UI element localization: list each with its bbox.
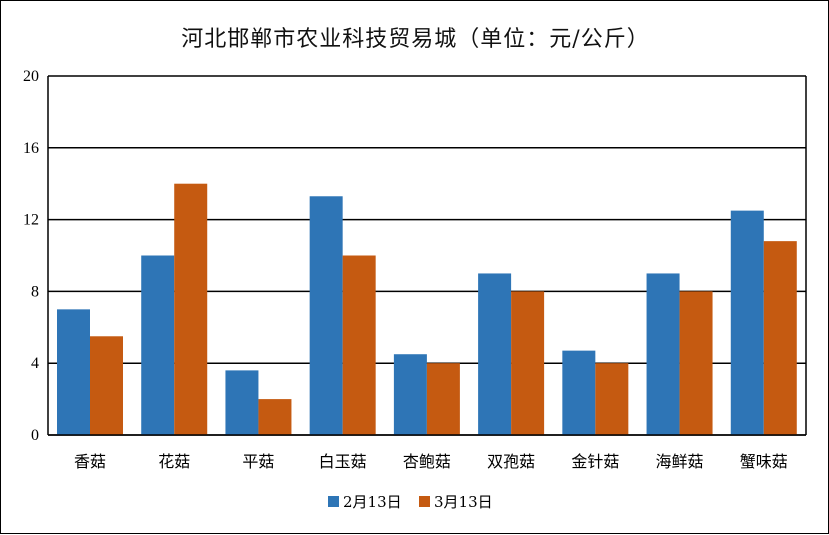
bar-1-杏鲍菇 [393,354,427,435]
x-category-label: 香菇 [74,452,106,471]
x-category-label: 双孢菇 [487,452,535,471]
bar-1-白玉菇 [309,196,343,435]
legend: 2月13日 3月13日 [328,493,493,511]
chart-title: 河北邯郸市农业科技贸易城（单位：元/公斤） [181,27,650,52]
y-tick-label: 20 [23,68,39,85]
bar-1-花菇 [141,255,175,435]
x-category-label: 杏鲍菇 [403,452,451,471]
y-tick-labels: 0 4 8 12 16 20 [23,68,39,444]
y-tick-label: 12 [23,212,39,229]
x-category-label: 平菇 [242,452,274,471]
legend-swatch-2 [419,496,430,507]
bar-2-蟹味菇 [763,241,797,435]
x-category-labels: 香菇 花菇 平菇 白玉菇 杏鲍菇 双孢菇 金针菇 海鲜菇 蟹味菇 [74,452,788,471]
x-category-label: 蟹味菇 [740,452,788,471]
x-category-label: 花菇 [158,452,190,471]
legend-label-2: 3月13日 [434,493,493,511]
bar-2-金针菇 [595,363,629,435]
bar-1-金针菇 [562,350,596,435]
y-tick-label: 0 [31,427,39,444]
bar-2-香菇 [90,336,123,435]
legend-swatch-1 [328,496,339,507]
bar-2-白玉菇 [342,255,376,435]
bars [48,183,806,436]
bar-2-海鲜菇 [679,291,713,435]
x-category-label: 白玉菇 [319,452,367,471]
x-category-label: 金针菇 [571,452,619,471]
bar-2-双孢菇 [511,291,545,435]
bar-2-平菇 [258,399,292,435]
bar-1-双孢菇 [478,273,512,435]
bar-1-平菇 [225,370,259,435]
bar-1-蟹味菇 [730,210,764,435]
bar-1-香菇 [57,309,90,435]
bar-2-花菇 [174,183,208,435]
bar-2-杏鲍菇 [426,363,460,435]
y-tick-label: 16 [23,140,39,157]
y-tick-label: 4 [31,355,39,372]
bar-1-海鲜菇 [646,273,680,435]
legend-label-1: 2月13日 [343,493,402,511]
y-tick-label: 8 [31,283,39,300]
x-category-label: 海鲜菇 [656,452,704,471]
